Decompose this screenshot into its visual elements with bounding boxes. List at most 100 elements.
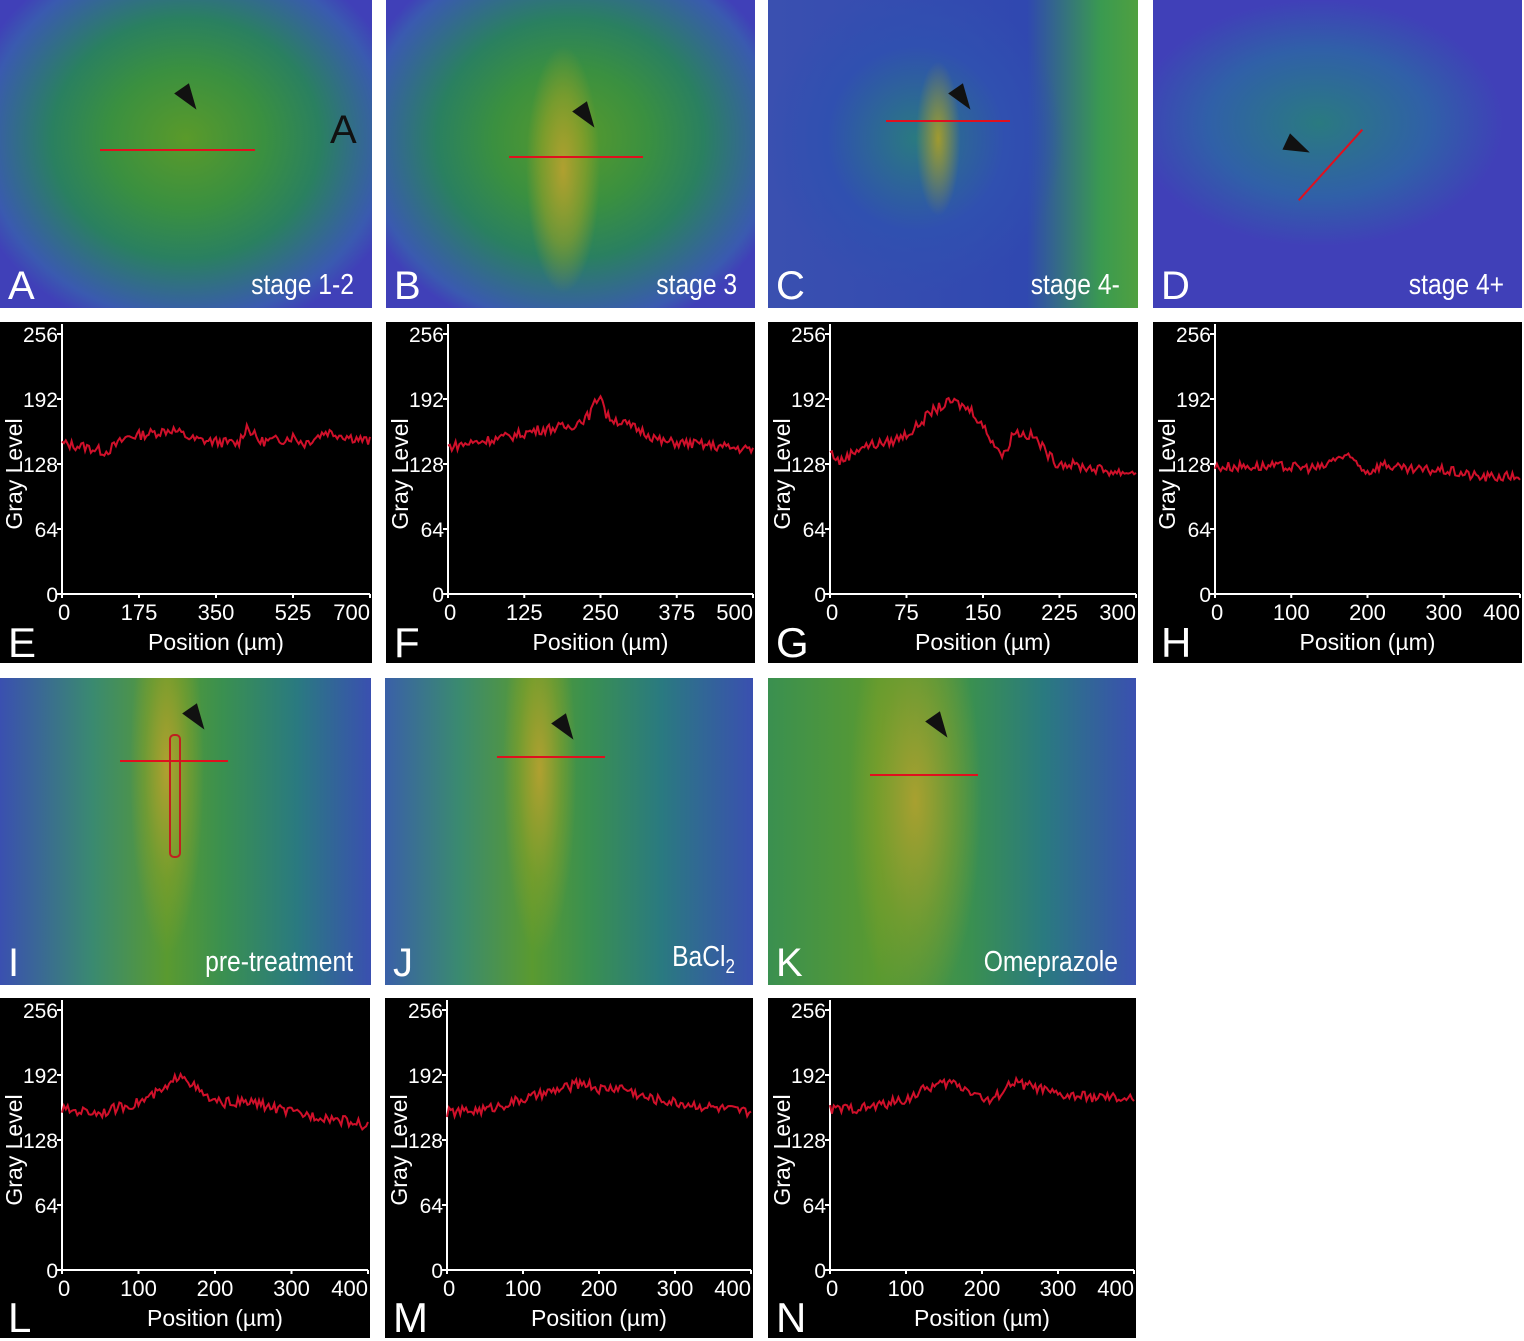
y-tick-label: 192 — [23, 389, 58, 412]
stage-label: stage 4+ — [1408, 269, 1504, 301]
stage-label: stage 1-2 — [251, 269, 354, 301]
x-tick-label: 200 — [964, 1276, 1001, 1301]
x-tick-label: 300 — [1040, 1276, 1077, 1301]
y-axis-label: Gray Level — [769, 418, 795, 529]
y-tick-label: 128 — [409, 454, 444, 477]
profile-line — [1297, 129, 1364, 201]
y-tick-label: 256 — [1176, 324, 1211, 347]
image-panel-k: K Omeprazole — [768, 678, 1136, 985]
panel-letter: K — [776, 941, 803, 985]
y-tick-label: 128 — [23, 454, 58, 477]
chart-svg: 0 64 128 192 256 0 125 250 375 500 Position (µm) Gr… — [387, 324, 754, 663]
x-tick-label: 0 — [58, 1276, 70, 1301]
plot-m: 0 64 128 192 256 0 100 200 300 400 Position (µm) Gr… — [385, 998, 753, 1338]
image-panel-d: D stage 4+ — [1153, 0, 1522, 308]
arrowhead-marker — [925, 711, 955, 743]
panel-letter: A — [8, 264, 35, 308]
panel-letter: L — [8, 1294, 31, 1338]
y-tick-label: 256 — [408, 1000, 443, 1023]
x-tick-label: 100 — [120, 1276, 157, 1301]
y-tick-label: 64 — [35, 519, 59, 542]
plot-h: 0 64 128 192 256 0 100 200 300 400 Position (µm) Gr… — [1153, 322, 1522, 663]
y-tick-label: 128 — [408, 1130, 443, 1153]
treatment-label-text: BaCl — [672, 941, 726, 974]
y-tick-label: 128 — [1176, 454, 1211, 477]
panel-letter: J — [393, 941, 413, 985]
x-tick-label: 300 — [657, 1276, 694, 1301]
y-axis-label: Gray Level — [1154, 418, 1180, 529]
x-tick-label: 250 — [582, 600, 619, 625]
x-tick-label: 400 — [1097, 1276, 1134, 1301]
x-tick-label: 300 — [1425, 600, 1462, 625]
y-tick-label: 128 — [23, 1130, 58, 1153]
panel-letter: D — [1161, 264, 1190, 308]
x-tick-label: 150 — [965, 600, 1002, 625]
y-tick-label: 256 — [23, 1000, 58, 1023]
y-tick-label: 192 — [1176, 389, 1211, 412]
x-tick-label: 0 — [826, 1276, 838, 1301]
chart-svg: 0 64 128 192 256 0 100 200 300 400 Position (µm) Gr… — [769, 1000, 1135, 1338]
arrowhead-marker — [572, 101, 602, 133]
y-tick-label: 256 — [409, 324, 444, 347]
panel-letter: M — [393, 1294, 428, 1338]
arrowhead-marker — [1282, 133, 1314, 161]
x-tick-label: 400 — [1483, 600, 1520, 625]
y-tick-label: 64 — [35, 1195, 59, 1218]
gray-level-trace — [447, 394, 754, 455]
y-tick-label: 0 — [814, 1260, 826, 1283]
x-tick-label: 200 — [581, 1276, 618, 1301]
x-tick-label: 125 — [506, 600, 543, 625]
x-axis-label: Position (µm) — [147, 1305, 283, 1331]
panel-letter: I — [8, 941, 20, 985]
y-tick-label: 64 — [421, 519, 445, 542]
image-panel-a: A A stage 1-2 — [0, 0, 372, 308]
y-axis-label: Gray Level — [769, 1094, 795, 1205]
y-tick-label: 256 — [791, 324, 826, 347]
plot-f: 0 64 128 192 256 0 125 250 375 500 Position (µm) Gr… — [386, 322, 755, 663]
y-axis-label: Gray Level — [386, 1094, 412, 1205]
plot-l: 0 64 128 192 256 0 100 200 300 400 Position (µm) Gr… — [0, 998, 370, 1338]
x-axis-label: Position (µm) — [914, 1305, 1050, 1331]
image-panel-c: C stage 4- — [768, 0, 1138, 308]
x-tick-label: 0 — [443, 1276, 455, 1301]
y-axis-label: Gray Level — [387, 418, 413, 529]
y-tick-label: 192 — [409, 389, 444, 412]
x-axis-label: Position (µm) — [148, 629, 284, 655]
y-tick-label: 0 — [46, 1260, 58, 1283]
panel-letter: B — [394, 264, 421, 308]
profile-line — [509, 156, 643, 158]
y-tick-label: 0 — [1199, 584, 1211, 607]
gray-level-trace — [829, 1075, 1135, 1116]
y-tick-label: 64 — [1188, 519, 1212, 542]
x-tick-label: 100 — [505, 1276, 542, 1301]
x-tick-label: 0 — [1211, 600, 1223, 625]
y-tick-label: 256 — [791, 1000, 826, 1023]
y-tick-label: 0 — [431, 1260, 443, 1283]
y-tick-label: 128 — [791, 1130, 826, 1153]
y-tick-label: 64 — [420, 1195, 444, 1218]
y-tick-label: 192 — [791, 389, 826, 412]
gray-level-trace — [446, 1076, 752, 1120]
arrowhead-marker — [182, 703, 212, 735]
x-tick-label: 75 — [894, 600, 918, 625]
treatment-label: pre-treatment — [205, 946, 353, 978]
chart-svg: 0 64 128 192 256 0 100 200 300 400 Position (µm) Gr… — [1, 1000, 369, 1338]
x-tick-label: 100 — [888, 1276, 925, 1301]
x-tick-label: 400 — [714, 1276, 751, 1301]
x-tick-label: 200 — [197, 1276, 234, 1301]
chart-svg: 0 64 128 192 256 0 100 200 300 400 Position (µm) Gr… — [1154, 324, 1521, 663]
profile-line — [120, 760, 228, 762]
x-tick-label: 375 — [658, 600, 695, 625]
cell-outline — [169, 734, 181, 858]
arrowhead-marker — [551, 713, 581, 745]
stage-label: stage 3 — [656, 269, 737, 301]
plot-e: 0 64 128 192 256 0 175 350 525 700 Position (µm) Gr… — [0, 322, 372, 663]
x-axis-label: Position (µm) — [531, 1305, 667, 1331]
image-panel-j: J BaCl2 — [385, 678, 753, 985]
image-panel-b: B stage 3 — [386, 0, 755, 308]
y-tick-label: 64 — [803, 1195, 827, 1218]
x-tick-label: 0 — [826, 600, 838, 625]
chart-svg: 0 64 128 192 256 0 100 200 300 400 Position (µm) Gr… — [386, 1000, 752, 1338]
x-tick-label: 175 — [121, 600, 158, 625]
gray-level-trace — [829, 396, 1137, 478]
